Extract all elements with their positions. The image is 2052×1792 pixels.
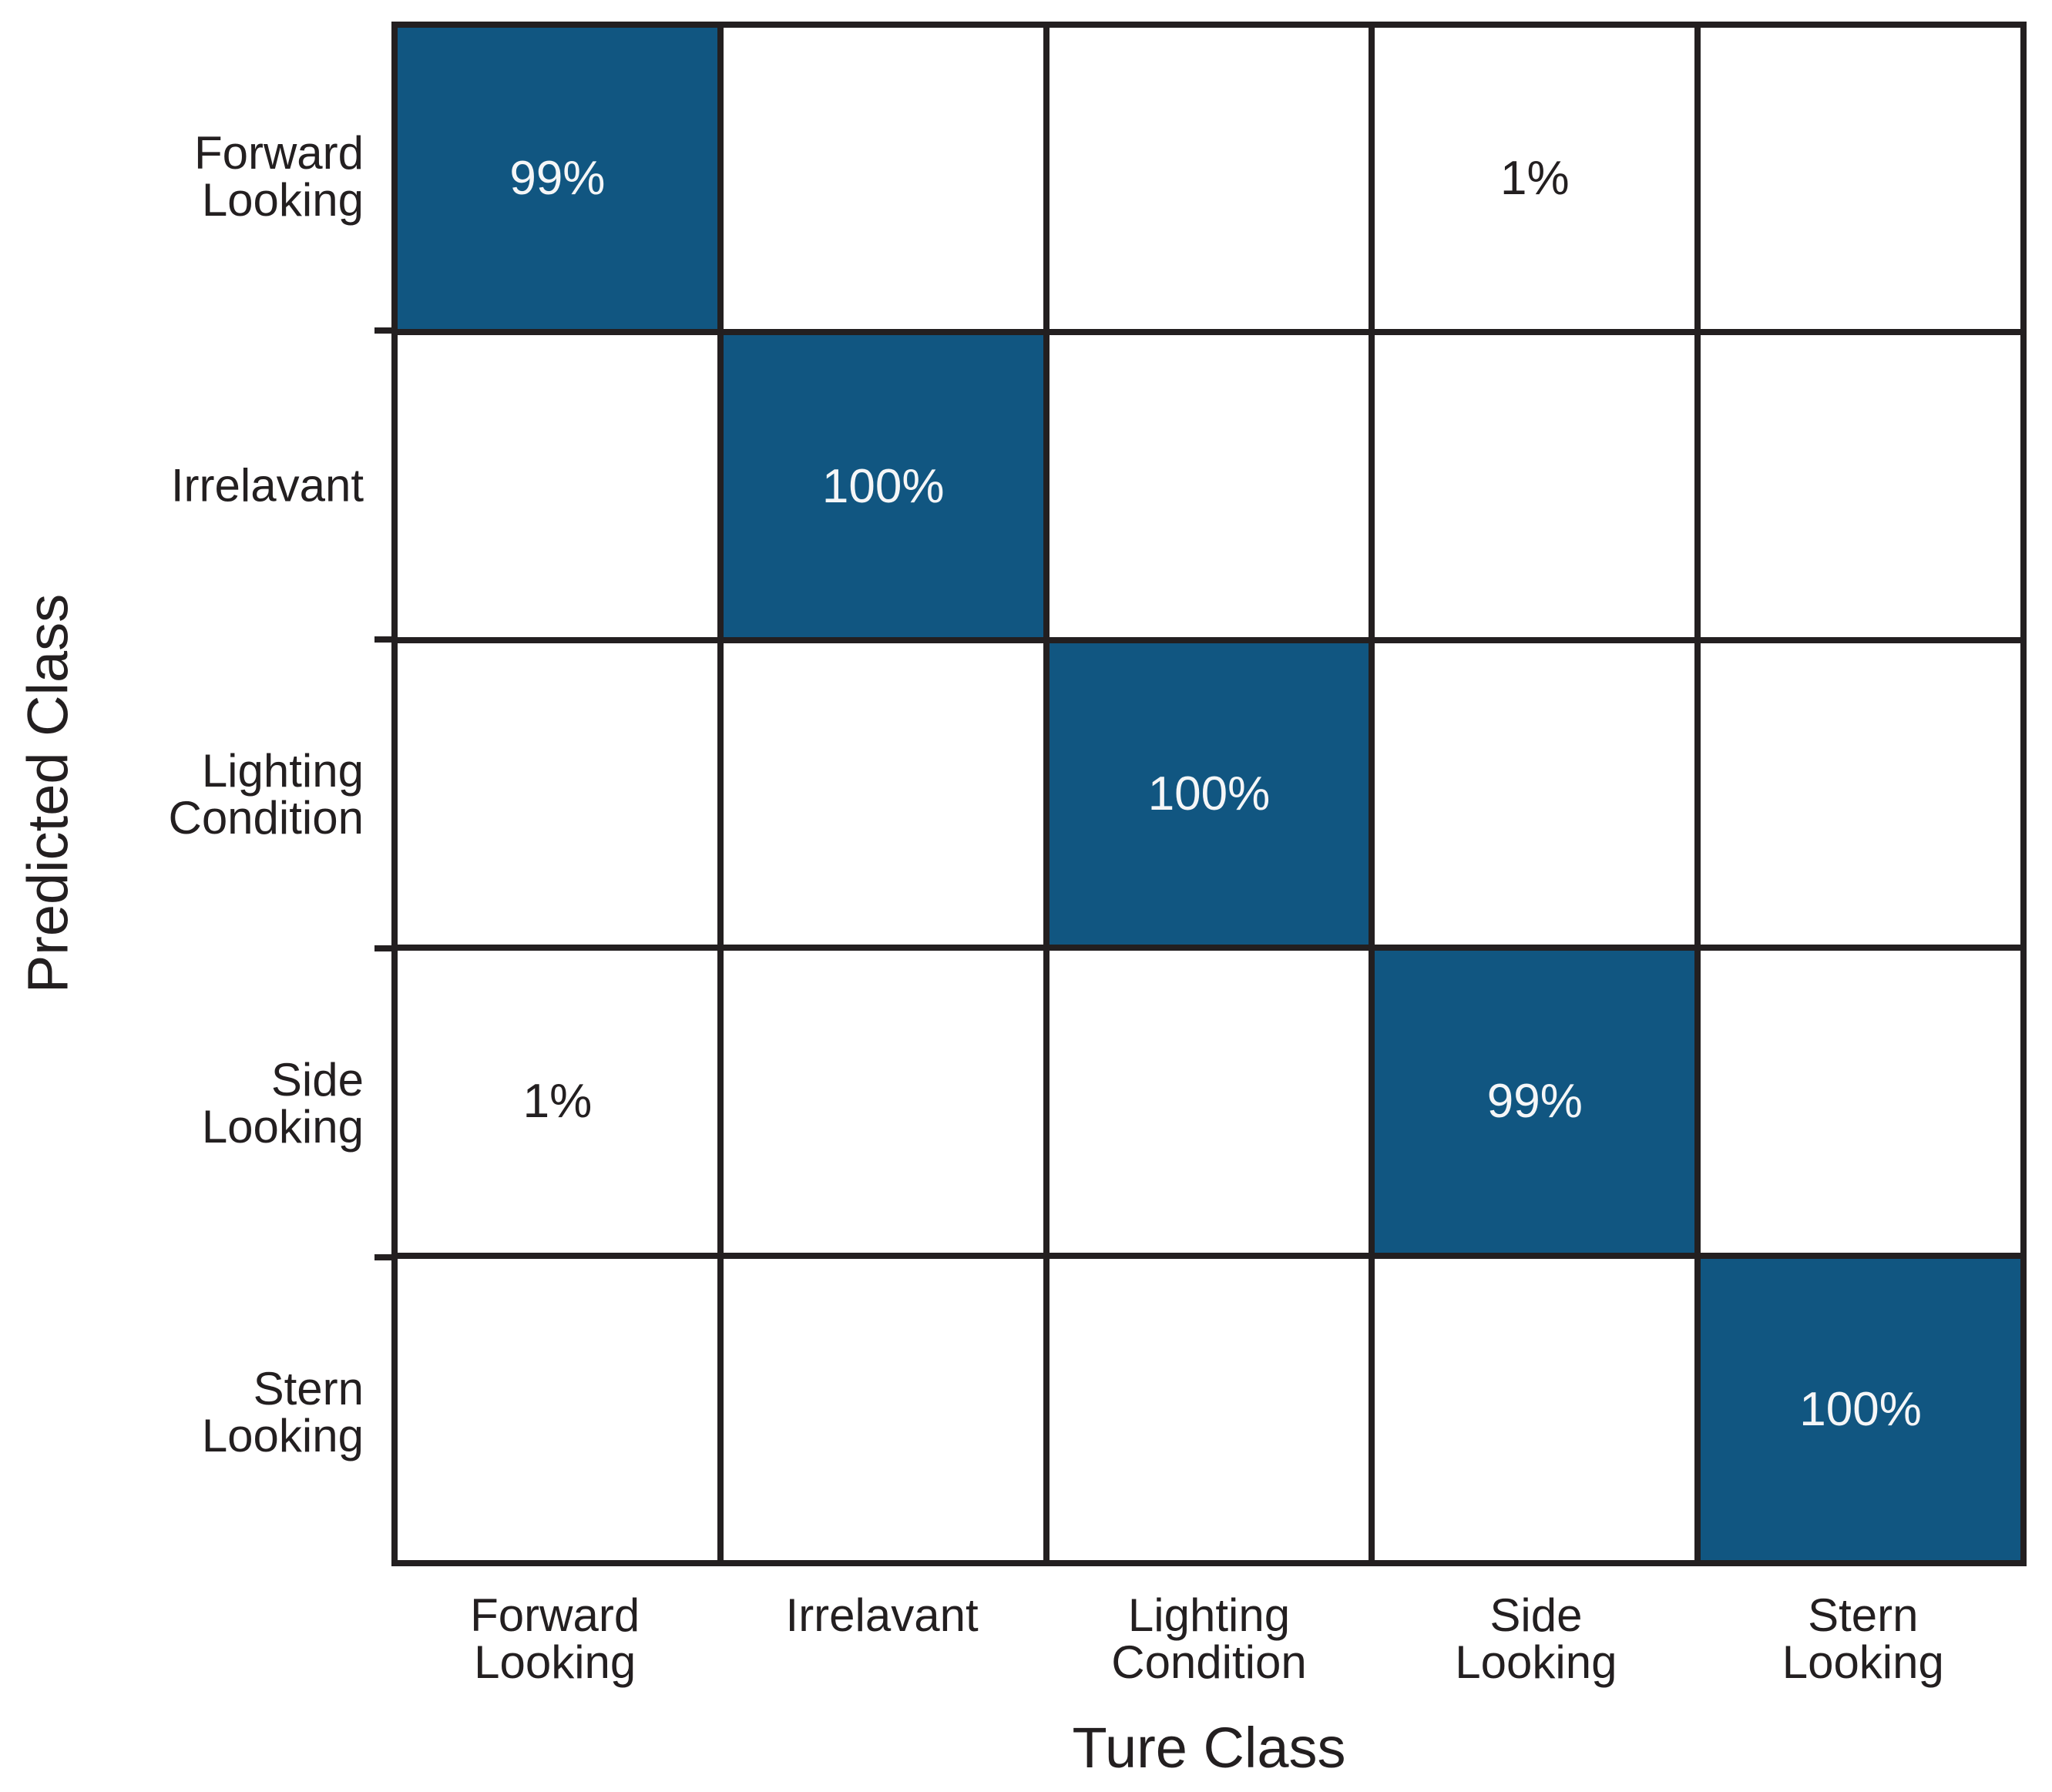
- matrix-cell-r4c3: [1049, 951, 1369, 1253]
- matrix-cell-r5c1: [398, 1258, 717, 1560]
- matrix-cell-r1c2: [723, 28, 1043, 330]
- matrix-cell-r5c2: [723, 1258, 1043, 1560]
- row-tick-label-1: Forward Looking: [193, 126, 364, 226]
- row-tick-label-3: Lighting Condition: [168, 744, 364, 844]
- matrix-cell-r4c5: [1701, 951, 2020, 1253]
- row-tick-label-2: Irrelavant: [170, 458, 364, 511]
- x-axis-title: Ture Class: [1072, 1716, 1346, 1780]
- y-axis-tick: [374, 327, 391, 334]
- column-tick-label-5: Stern Looking: [1782, 1589, 1944, 1689]
- matrix-cell-r2c1: [398, 335, 717, 637]
- matrix-cell-r5c5: 100%: [1701, 1258, 2020, 1560]
- matrix-cell-value: 1%: [522, 1075, 593, 1129]
- matrix-cell-r2c2: 100%: [723, 335, 1043, 637]
- column-tick-label-4: Side Looking: [1455, 1589, 1617, 1689]
- y-axis-tick: [374, 636, 391, 643]
- matrix-cell-r5c3: [1049, 1258, 1369, 1560]
- matrix-cell-r2c4: [1375, 335, 1695, 637]
- column-tick-label-2: Irrelavant: [785, 1589, 979, 1641]
- y-axis-tick: [374, 1254, 391, 1260]
- matrix-cell-value: 1%: [1500, 152, 1570, 206]
- matrix-cell-r5c4: [1375, 1258, 1695, 1560]
- matrix-cell-r3c1: [398, 643, 717, 945]
- row-tick-label-5: Stern Looking: [201, 1362, 364, 1461]
- y-axis-tick: [374, 945, 391, 951]
- matrix-cell-r3c2: [723, 643, 1043, 945]
- matrix-cell-r1c1: 99%: [398, 28, 717, 330]
- matrix-cell-value: 99%: [509, 152, 606, 206]
- matrix-cell-r2c5: [1701, 335, 2020, 637]
- matrix-cell-r3c5: [1701, 643, 2020, 945]
- matrix-cell-r2c3: [1049, 335, 1369, 637]
- row-tick-label-4: Side Looking: [201, 1053, 364, 1153]
- matrix-cell-r4c1: 1%: [398, 951, 717, 1253]
- matrix-cell-r3c4: [1375, 643, 1695, 945]
- matrix-cell-value: 100%: [1147, 767, 1271, 820]
- matrix-cell-value: 100%: [821, 459, 945, 513]
- matrix-cell-value: 100%: [1799, 1382, 1922, 1436]
- matrix-cell-r4c4: 99%: [1375, 951, 1695, 1253]
- matrix-cell-r1c4: 1%: [1375, 28, 1695, 330]
- matrix-cell-r4c2: [723, 951, 1043, 1253]
- matrix-cell-value: 99%: [1486, 1075, 1583, 1129]
- column-tick-label-1: Forward Looking: [470, 1589, 640, 1689]
- matrix-cell-r1c5: [1701, 28, 2020, 330]
- matrix-cell-r1c3: [1049, 28, 1369, 330]
- confusion-matrix-grid: 99% 1% 100% 100% 1% 99% 100%: [391, 22, 2027, 1566]
- matrix-cell-r3c3: 100%: [1049, 643, 1369, 945]
- column-tick-label-3: Lighting Condition: [1111, 1589, 1307, 1689]
